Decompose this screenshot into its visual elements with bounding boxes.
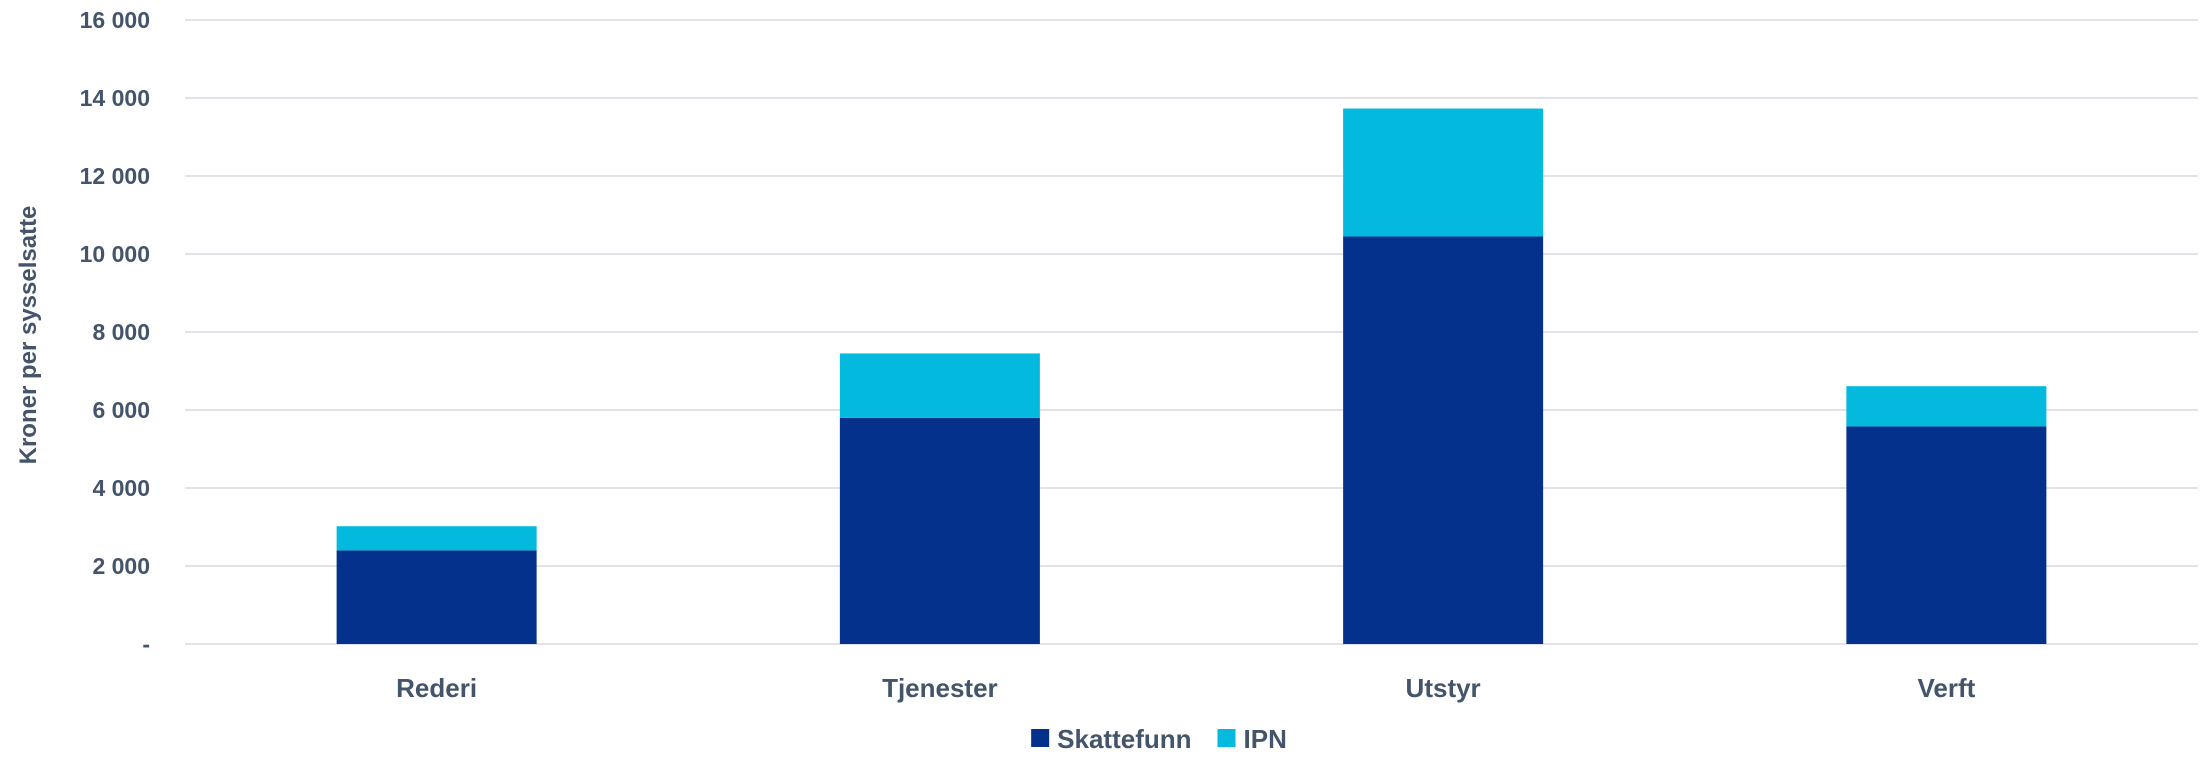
legend-label: IPN [1244,724,1287,754]
bar-ipn-tjenester [839,353,1040,418]
bar-skattefunn-verft [1846,426,2047,644]
bar-ipn-verft [1846,386,2047,427]
y-tick-label: 12 000 [80,163,150,189]
x-category-label: Tjenester [882,673,998,703]
y-tick-label: 14 000 [80,85,150,111]
bar-ipn-rederi [336,526,537,551]
legend-swatch [1031,729,1050,747]
bar-skattefunn-rederi [336,550,537,644]
y-tick-label: - [142,631,150,657]
bars [336,108,2047,644]
bar-skattefunn-utstyr [1343,236,1544,644]
y-tick-label: 6 000 [92,397,150,423]
legend-label: Skattefunn [1057,724,1191,754]
x-category-label: Rederi [396,673,477,703]
bar-ipn-utstyr [1343,108,1544,237]
y-tick-label: 4 000 [92,475,150,501]
bar-skattefunn-tjenester [839,417,1040,644]
x-category-label: Utstyr [1406,673,1481,703]
y-tick-label: 8 000 [92,319,150,345]
x-axis-categories: Rederi Tjenester Utstyr Verft [396,673,1975,703]
y-axis-label: Kroner per sysselsatte [15,206,42,465]
y-tick-label: 16 000 [80,7,150,33]
y-axis-ticks: - 2 000 4 000 6 000 8 000 10 000 12 000 14 000 1… [80,7,150,657]
legend: Skattefunn IPN [1031,724,1287,754]
x-category-label: Verft [1917,673,1975,703]
y-tick-label: 2 000 [92,553,150,579]
legend-swatch [1217,729,1236,747]
y-tick-label: 10 000 [80,241,150,267]
